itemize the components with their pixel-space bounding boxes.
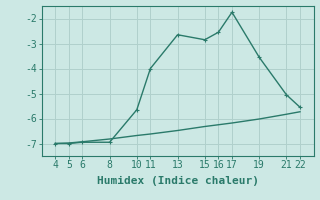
X-axis label: Humidex (Indice chaleur): Humidex (Indice chaleur) — [97, 176, 259, 186]
